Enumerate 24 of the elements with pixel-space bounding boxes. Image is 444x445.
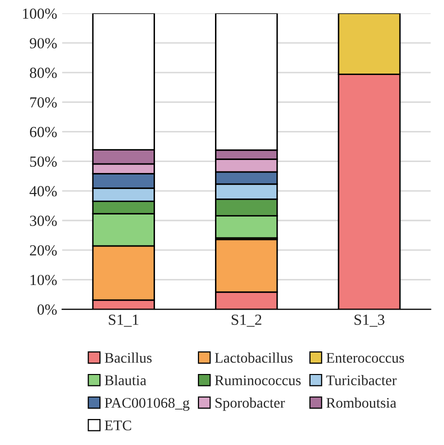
legend-label: Blautia [104, 375, 146, 386]
y-tick-label: 0% [38, 304, 57, 315]
y-tick-label: 80% [30, 68, 57, 78]
x-tick-label: S1_1 [108, 314, 138, 327]
y-tick-label: 20% [30, 245, 57, 256]
legend-label: Sporobacter [215, 398, 285, 411]
legend-label: ETC [104, 420, 132, 430]
y-tick-label: 10% [30, 274, 57, 286]
legend-label: PAC001068_g [104, 398, 190, 411]
y-tick-label: 90% [30, 38, 57, 48]
legend-label: Turicibacter [326, 375, 397, 386]
y-tick-label: 50% [30, 156, 57, 167]
y-tick-label: 100% [23, 8, 57, 19]
legend-label: Enterococcus [326, 353, 404, 363]
legend-label: Ruminococcus [214, 375, 301, 386]
legend-label: Romboutsia [326, 398, 396, 408]
y-tick-label: 70% [30, 97, 57, 108]
y-tick-label: 60% [30, 126, 57, 138]
legend-label: Lactobacillus [214, 352, 293, 363]
x-tick-label: S1_2 [232, 314, 262, 327]
y-tick-label: 30% [30, 216, 57, 226]
x-tick-label: S1_3 [354, 314, 384, 327]
y-tick-label: 40% [30, 186, 57, 196]
legend-label: Bacillus [104, 352, 152, 363]
